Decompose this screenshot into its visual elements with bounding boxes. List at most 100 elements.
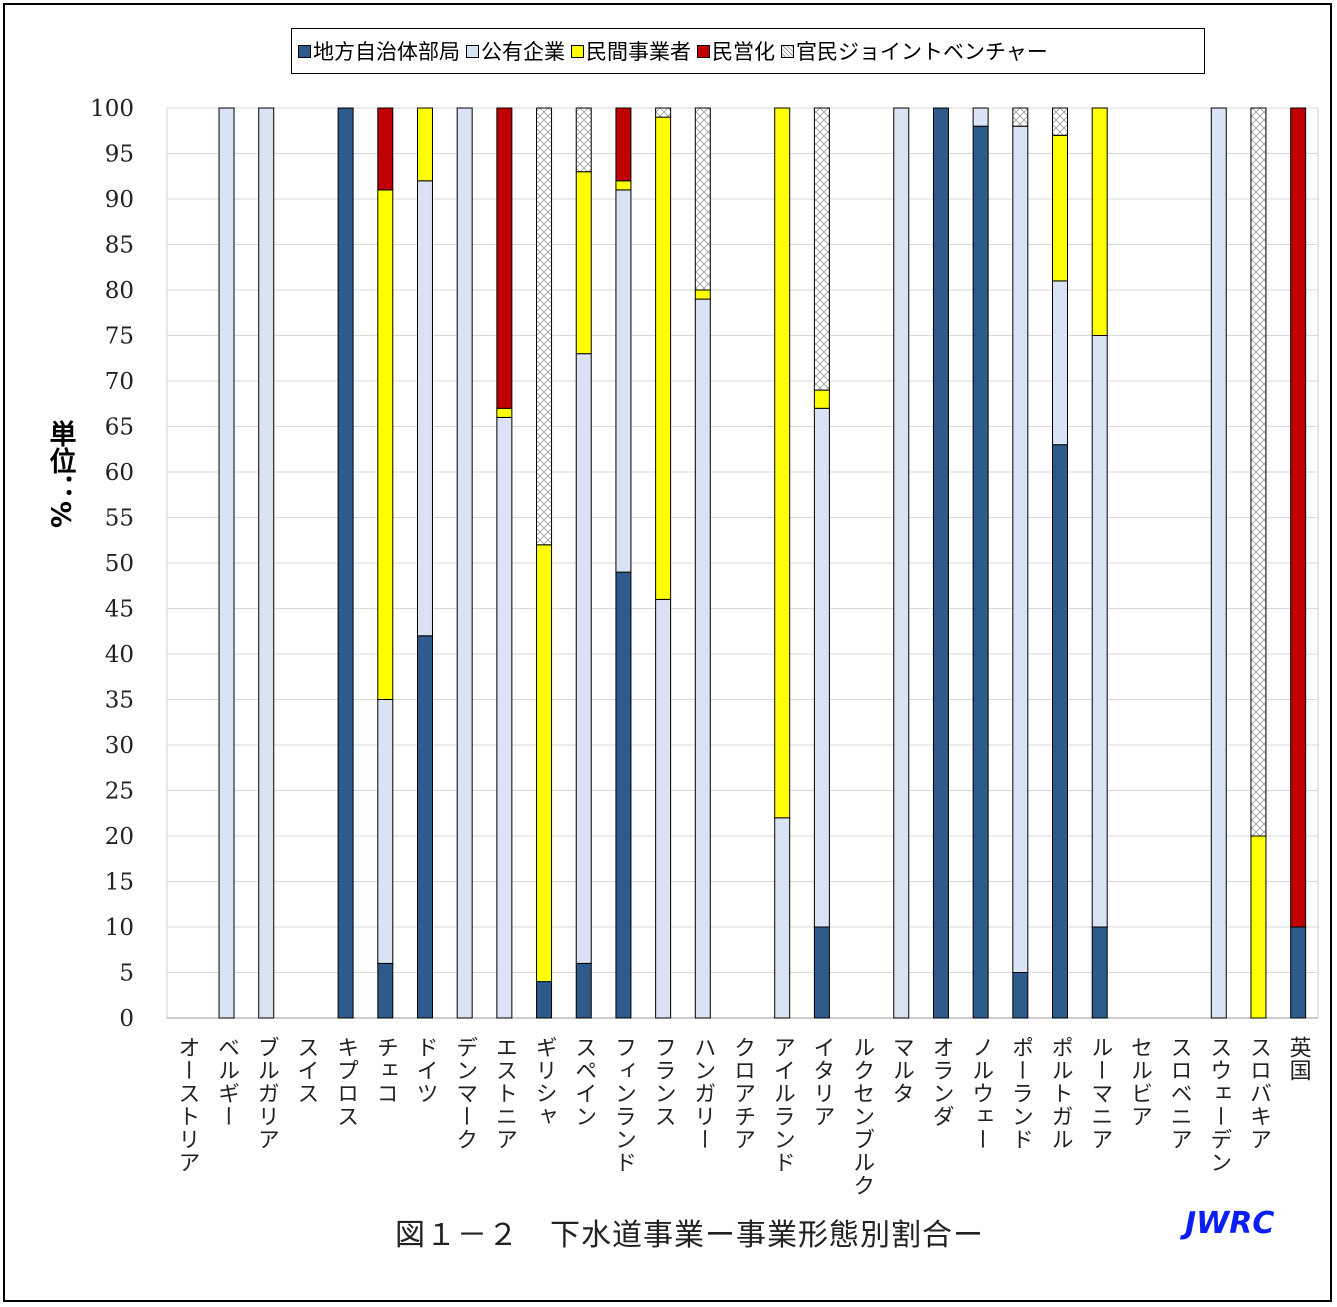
x-tick-label: デンマーク bbox=[452, 1036, 477, 1151]
bar-segment bbox=[1052, 280, 1069, 446]
legend: 地方自治体部局 公有企業 民間事業者 民営化 官民ジョイントベンチャー bbox=[291, 28, 1205, 74]
bar-segment bbox=[1250, 107, 1267, 837]
bar-segment bbox=[813, 926, 830, 1019]
bar-segment bbox=[893, 107, 910, 1019]
x-tick-label: アイルランド bbox=[770, 1036, 795, 1174]
bar-segment bbox=[1012, 107, 1029, 127]
bar-segment bbox=[416, 635, 433, 1019]
y-tick-label: 0 bbox=[119, 1006, 134, 1032]
x-tick-label: ポルトガル bbox=[1048, 1036, 1073, 1151]
bar-segment bbox=[575, 962, 592, 1019]
x-tick-label: 英国 bbox=[1286, 1036, 1312, 1082]
bar-segment bbox=[774, 107, 791, 819]
figure-frame bbox=[3, 3, 1332, 1302]
bar-segment bbox=[1012, 972, 1029, 1019]
legend-swatch bbox=[571, 44, 584, 58]
y-tick-label: 70 bbox=[105, 369, 134, 395]
bar-segment bbox=[575, 107, 592, 173]
x-tick-label: クロアチア bbox=[730, 1036, 755, 1151]
bar-segment bbox=[813, 389, 830, 409]
bar-segment bbox=[536, 544, 553, 983]
bar-segment bbox=[377, 189, 394, 700]
x-tick-label: スロベニア bbox=[1167, 1036, 1192, 1151]
y-tick-label: 5 bbox=[119, 961, 134, 987]
bar-segment bbox=[615, 107, 632, 182]
bar-segment bbox=[1052, 107, 1069, 136]
x-tick-label: チェコ bbox=[373, 1036, 398, 1105]
x-tick-label: ドイツ bbox=[412, 1036, 437, 1105]
bar-segment bbox=[218, 107, 235, 1019]
x-tick-label: スウェーデン bbox=[1206, 1036, 1231, 1174]
x-tick-label: ルクセンブルク bbox=[849, 1036, 874, 1197]
x-tick-label: オランダ bbox=[928, 1036, 953, 1128]
bar-segment bbox=[536, 107, 553, 546]
x-tick-label: マルタ bbox=[889, 1036, 914, 1105]
bar-segment bbox=[1091, 926, 1108, 1019]
bar-segment bbox=[813, 407, 830, 928]
bar-segment bbox=[337, 107, 354, 1019]
x-tick-label: エストニア bbox=[492, 1036, 517, 1151]
legend-label: 地方自治体部局 bbox=[313, 40, 460, 64]
legend-label: 民営化 bbox=[712, 40, 775, 64]
y-tick-label: 85 bbox=[105, 233, 134, 259]
bar-segment bbox=[932, 107, 949, 1019]
bar-segment bbox=[377, 107, 394, 191]
bar-segment bbox=[694, 289, 711, 300]
y-tick-label: 10 bbox=[105, 915, 134, 941]
x-tick-label: スイス bbox=[293, 1036, 318, 1105]
y-tick-label: 75 bbox=[105, 324, 134, 350]
legend-item: 民営化 bbox=[697, 36, 775, 66]
bar-segment bbox=[496, 407, 513, 418]
bar-segment bbox=[1091, 107, 1108, 336]
x-tick-label: キプロス bbox=[333, 1036, 358, 1128]
y-tick-label: 60 bbox=[105, 460, 134, 486]
bar-segment bbox=[813, 107, 830, 391]
legend-item: 公有企業 bbox=[466, 36, 565, 66]
figure-caption: 図１－２ 下水道事業ー事業形態別割合ー bbox=[395, 1218, 984, 1253]
bar-segment bbox=[972, 125, 989, 1019]
y-axis-label-text: 単位：% bbox=[44, 420, 76, 529]
y-tick-label: 65 bbox=[105, 415, 134, 441]
bar-segment bbox=[615, 189, 632, 573]
bar-segment bbox=[377, 699, 394, 964]
bar-segment bbox=[416, 180, 433, 637]
bar-segment bbox=[496, 107, 513, 409]
x-tick-label: ノルウェー bbox=[968, 1036, 993, 1151]
legend-label: 公有企業 bbox=[481, 40, 565, 64]
bar-segment bbox=[456, 107, 473, 1019]
bar-segment bbox=[655, 116, 672, 600]
bar-segment bbox=[694, 298, 711, 1019]
bar-segment bbox=[496, 416, 513, 1019]
x-tick-label: フランス bbox=[651, 1036, 676, 1128]
x-tick-label: スロバキア bbox=[1246, 1036, 1271, 1151]
jwrc-logo: JWRC bbox=[1185, 1206, 1275, 1241]
bar-segment bbox=[1052, 134, 1069, 282]
bar-segment bbox=[615, 571, 632, 1019]
x-tick-label: セルビア bbox=[1127, 1036, 1152, 1128]
legend-swatch bbox=[298, 44, 311, 58]
bar-segment bbox=[416, 107, 433, 182]
bar-segment bbox=[1091, 335, 1108, 928]
bar-segment bbox=[575, 353, 592, 964]
bar-segment bbox=[1210, 107, 1227, 1019]
legend-swatch bbox=[697, 44, 710, 58]
bar-segment bbox=[536, 981, 553, 1019]
y-tick-label: 35 bbox=[105, 688, 134, 714]
bar-segment bbox=[1290, 107, 1307, 928]
y-tick-label: 55 bbox=[105, 506, 134, 532]
x-tick-label: ベルギー bbox=[214, 1036, 239, 1128]
legend-item: 官民ジョイントベンチャー bbox=[781, 36, 1048, 66]
bar-segment bbox=[615, 180, 632, 191]
bar-segment bbox=[1290, 926, 1307, 1019]
legend-item: 地方自治体部局 bbox=[298, 36, 460, 66]
x-tick-label: ギリシャ bbox=[532, 1036, 557, 1128]
legend-label: 民間事業者 bbox=[586, 40, 691, 64]
y-axis-label: 単位：% bbox=[38, 420, 82, 536]
bar-segment bbox=[1250, 835, 1267, 1019]
x-tick-label: ルーマニア bbox=[1087, 1036, 1112, 1151]
y-tick-label: 80 bbox=[105, 278, 134, 304]
legend-swatch bbox=[466, 44, 479, 58]
y-tick-label: 95 bbox=[105, 142, 134, 168]
bar-segment bbox=[377, 962, 394, 1019]
